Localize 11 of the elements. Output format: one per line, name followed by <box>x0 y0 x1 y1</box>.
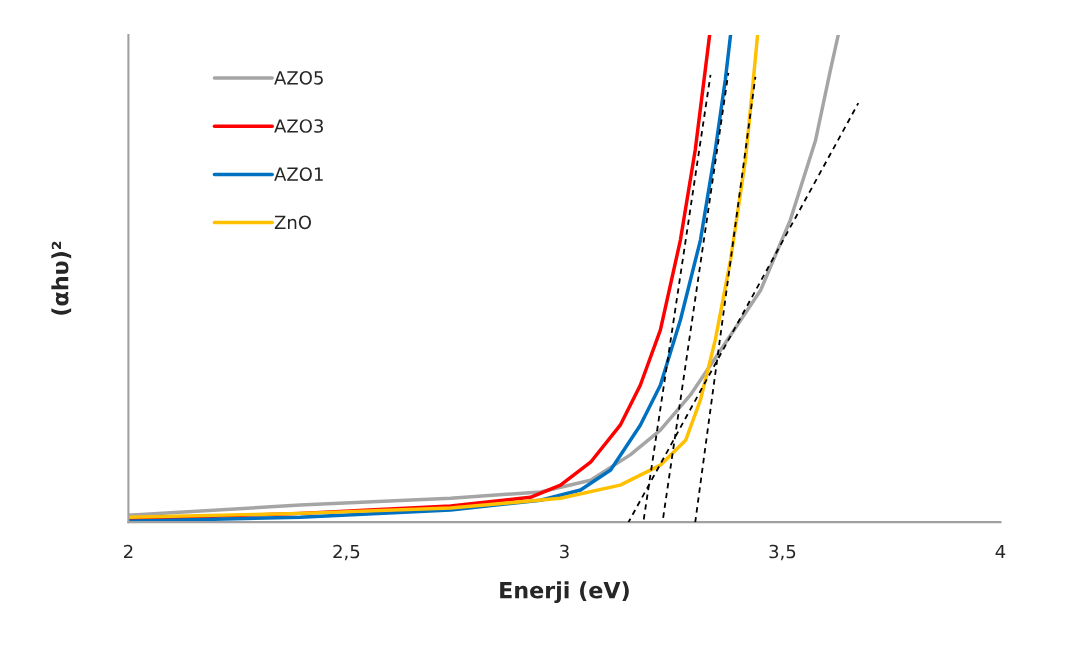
x-axis-title: Enerji (eV) <box>500 581 629 603</box>
legend-label: ZnO <box>274 215 312 230</box>
legend-label: AZO5 <box>274 71 323 85</box>
x-tick-label: 4 <box>995 544 1006 559</box>
x-tick-label: 2,5 <box>333 544 360 561</box>
legend-label: AZO1 <box>274 167 323 181</box>
legend-label: AZO3 <box>274 119 323 133</box>
x-tick-label: 2 <box>123 544 133 559</box>
x-tick-label: 3 <box>560 544 569 559</box>
x-tick-label: 3,5 <box>769 544 796 561</box>
y-axis-title: (αhυ)² <box>51 241 72 315</box>
